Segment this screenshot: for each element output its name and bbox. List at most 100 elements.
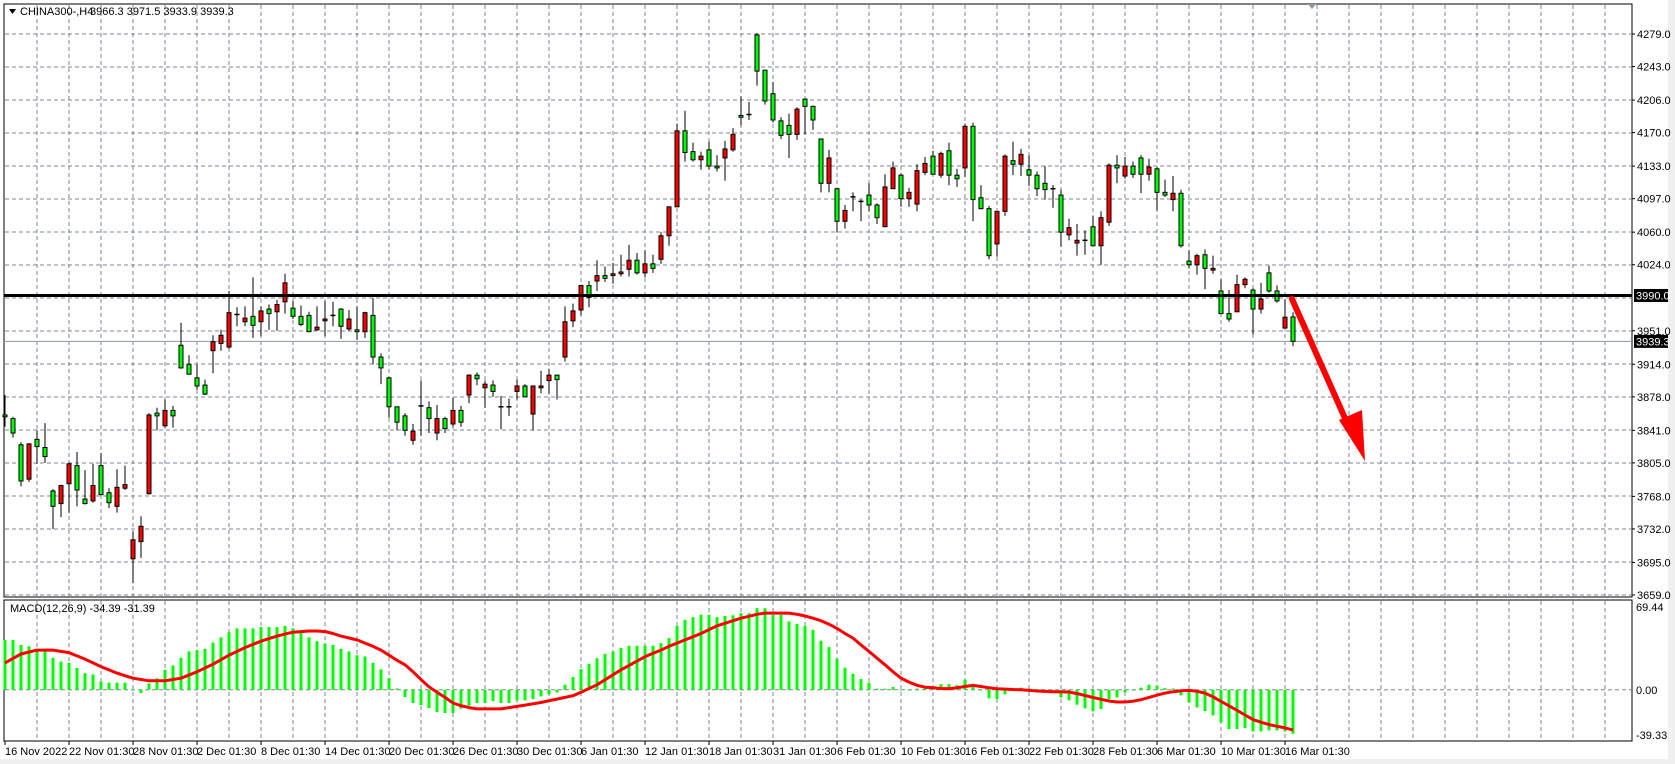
candle-body: [346, 318, 352, 330]
candle-body: [714, 165, 720, 169]
candle: [930, 150, 936, 175]
macd-histogram-bar: [51, 657, 55, 690]
macd-histogram-bar: [1187, 689, 1191, 703]
candle: [210, 335, 216, 374]
macd-histogram-bar: [891, 687, 895, 690]
red-arrow-icon[interactable]: [1289, 296, 1365, 461]
candle-body: [898, 174, 904, 200]
candle-body: [906, 191, 912, 200]
macd-histogram-bar: [979, 689, 983, 691]
candle: [1210, 255, 1216, 274]
candle-body: [258, 310, 264, 323]
candle-body: [986, 208, 992, 257]
candle: [1018, 148, 1024, 177]
candle-body: [1258, 298, 1264, 310]
candle-body: [890, 167, 896, 190]
candle-body: [402, 415, 408, 431]
candle: [978, 185, 984, 210]
candle: [1162, 179, 1168, 197]
candle: [1178, 189, 1184, 248]
candle: [842, 205, 848, 229]
candle: [722, 140, 728, 181]
candle: [1186, 250, 1192, 269]
macd-histogram-bar: [427, 689, 431, 709]
candle-body: [66, 463, 72, 485]
macd-histogram-bar: [363, 656, 367, 690]
macd-histogram-bar: [123, 682, 127, 690]
candle: [970, 122, 976, 222]
candle: [650, 254, 656, 273]
candle: [130, 531, 136, 584]
time-label: 20 Dec 01:30: [389, 746, 454, 758]
candle-body: [266, 308, 272, 315]
candle-body: [338, 308, 344, 327]
candle-body: [1210, 267, 1216, 271]
price-label: 3695.0: [1637, 557, 1671, 569]
macd-histogram-bar: [283, 625, 287, 690]
time-label: 6 Mar 01:30: [1157, 746, 1216, 758]
candle-body: [674, 130, 680, 208]
macd-histogram-bar: [315, 641, 319, 690]
candle: [274, 300, 280, 331]
macd-axis-top: 69.44: [1636, 602, 1664, 614]
price-label: 3841.0: [1637, 425, 1671, 437]
candle: [858, 199, 864, 222]
macd-histogram-bar: [1139, 687, 1143, 690]
candle: [506, 398, 512, 416]
candle: [50, 489, 56, 529]
candle: [170, 405, 176, 428]
macd-histogram-bar: [475, 689, 479, 704]
time-label: 28 Feb 01:30: [1093, 746, 1158, 758]
macd-histogram-bar: [387, 678, 391, 690]
candle: [1010, 141, 1016, 176]
candle: [106, 488, 112, 509]
chart-header[interactable]: CHINA300-,H4 3966.3 3971.5 3933.9 3939.3: [9, 6, 234, 18]
macd-histogram-bar: [43, 650, 47, 690]
candle-body: [1154, 168, 1160, 193]
candle: [1122, 157, 1128, 179]
macd-histogram-bar: [755, 608, 759, 690]
price-label: 3914.0: [1637, 359, 1671, 371]
macd-histogram-bar: [939, 684, 943, 690]
macd-histogram-bar: [779, 614, 783, 690]
candle: [386, 376, 392, 418]
candle: [330, 301, 336, 327]
macd-histogram-bar: [1291, 689, 1295, 734]
candle-body: [34, 438, 40, 448]
candle-body: [290, 307, 296, 317]
macd-histogram-bar: [1115, 689, 1119, 698]
candle: [514, 379, 520, 400]
price-label: 4279.0: [1637, 29, 1671, 41]
candle: [530, 385, 536, 431]
macd-histogram-bar: [243, 628, 247, 690]
candle: [378, 353, 384, 385]
candle-body: [42, 447, 48, 458]
candle: [314, 306, 320, 331]
candle: [498, 395, 504, 430]
macd-histogram-bar: [83, 673, 87, 690]
macd-histogram-bar: [723, 615, 727, 690]
candle: [410, 423, 416, 445]
candle: [1090, 215, 1096, 247]
candle-body: [434, 418, 440, 434]
chart-shift-marker-icon[interactable]: [1308, 4, 1316, 9]
candle-body: [690, 151, 696, 161]
time-label: 22 Feb 01:30: [1029, 746, 1094, 758]
price-label: 4243.0: [1637, 62, 1671, 74]
macd-histogram-bar: [211, 642, 215, 690]
macd-histogram-bar: [643, 645, 647, 690]
triangle-down-icon[interactable]: [9, 9, 16, 14]
macd-histogram-bar: [331, 645, 335, 690]
candle: [906, 187, 912, 207]
candle: [754, 33, 760, 86]
macd-histogram-bar: [571, 677, 575, 690]
macd-histogram-bar: [603, 653, 607, 690]
candle-body: [618, 271, 624, 275]
candle: [346, 309, 352, 331]
macd-histogram-bar: [499, 689, 503, 704]
candle-body: [538, 385, 544, 389]
candle: [762, 69, 768, 105]
candle: [1074, 224, 1080, 256]
candle: [194, 364, 200, 390]
